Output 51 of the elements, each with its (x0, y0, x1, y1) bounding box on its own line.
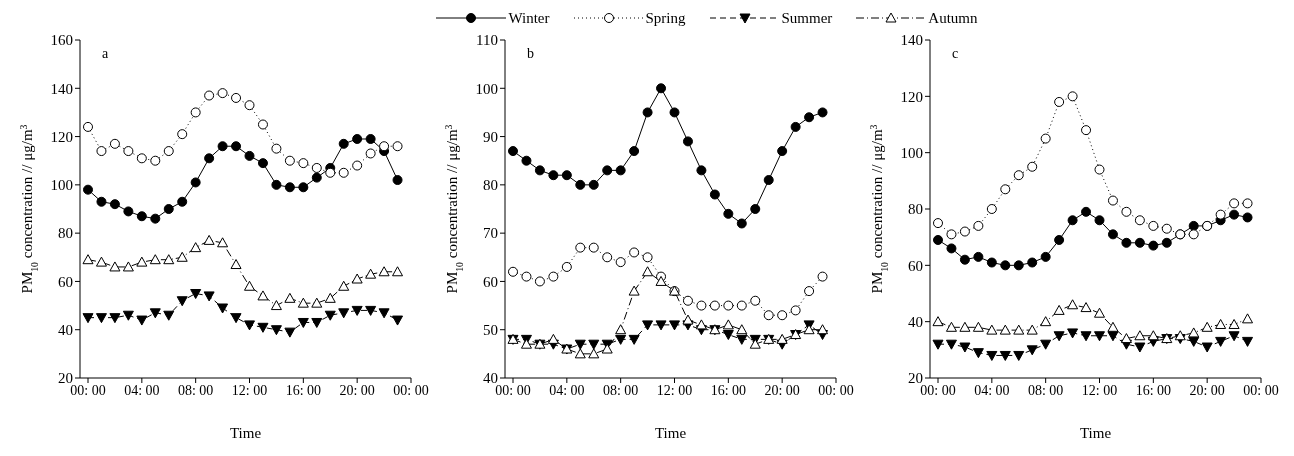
y-tick-label: 60 (483, 273, 498, 290)
y-tick-label: 70 (483, 225, 498, 242)
x-tick-label: 04: 00 (974, 382, 1010, 398)
x-tick-label: 08: 00 (602, 382, 639, 398)
x-tick-label: 00: 00 (393, 382, 429, 398)
x-axis-title: Time (1079, 425, 1112, 441)
x-tick-label: 12: 00 (656, 382, 693, 398)
y-tick-label: 120 (900, 88, 923, 105)
y-tick-label: 110 (476, 32, 498, 49)
y-tick-label: 40 (908, 313, 923, 330)
annotation: a (102, 46, 109, 62)
x-axis-title: Time (229, 425, 262, 441)
y-tick-label: 140 (900, 32, 923, 49)
x-tick-label: 08: 00 (177, 382, 214, 398)
legend-label: Winter (508, 9, 550, 27)
y-tick-label: 80 (58, 225, 73, 242)
y-tick-label: 100 (50, 177, 73, 194)
x-tick-label: 12: 00 (1081, 382, 1118, 398)
legend-label: Autumn (928, 9, 978, 27)
y-tick-label: 100 (900, 144, 923, 161)
x-tick-label: 00: 00 (70, 382, 106, 398)
x-tick-label: 00: 00 (818, 382, 854, 398)
x-tick-label: 00: 00 (1243, 382, 1279, 398)
y-tick-label: 100 (475, 80, 498, 97)
x-tick-label: 12: 00 (231, 382, 268, 398)
x-tick-label: 16: 00 (710, 382, 747, 398)
y-tick-label: 60 (908, 257, 923, 274)
y-tick-label: 80 (908, 201, 923, 218)
annotation: c (952, 46, 959, 62)
annotation: b (527, 46, 534, 62)
x-tick-label: 04: 00 (124, 382, 160, 398)
x-tick-label: 20: 00 (1189, 382, 1225, 398)
x-axis-title: Time (654, 425, 687, 441)
y-tick-label: 80 (483, 177, 498, 194)
x-tick-label: 16: 00 (1135, 382, 1172, 398)
y-tick-label: 90 (483, 128, 498, 145)
x-tick-label: 00: 00 (495, 382, 531, 398)
y-tick-label: 60 (58, 273, 73, 290)
x-tick-label: 16: 00 (285, 382, 322, 398)
legend-label: Spring (645, 9, 686, 27)
x-tick-label: 00: 00 (920, 382, 956, 398)
y-tick-label: 120 (50, 128, 73, 145)
x-tick-label: 20: 00 (764, 382, 800, 398)
y-tick-label: 40 (58, 322, 73, 339)
legend-label: Summer (781, 9, 833, 27)
x-tick-label: 20: 00 (339, 382, 375, 398)
y-tick-label: 50 (483, 322, 498, 339)
x-tick-label: 08: 00 (1027, 382, 1064, 398)
y-tick-label: 140 (50, 80, 73, 97)
y-tick-label: 160 (50, 32, 73, 49)
x-tick-label: 04: 00 (549, 382, 585, 398)
